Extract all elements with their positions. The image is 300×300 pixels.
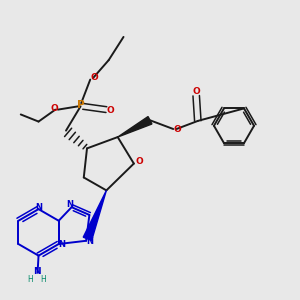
Text: N: N (67, 200, 73, 209)
Text: N: N (35, 203, 42, 212)
Text: N: N (58, 239, 65, 248)
Text: H: H (27, 275, 33, 284)
Text: N: N (86, 237, 93, 246)
Text: O: O (136, 158, 143, 166)
Text: O: O (107, 106, 115, 115)
Text: O: O (173, 125, 181, 134)
Text: O: O (90, 74, 98, 82)
Text: N: N (33, 267, 41, 276)
Polygon shape (118, 117, 152, 137)
Text: O: O (50, 104, 58, 113)
Text: O: O (193, 87, 201, 96)
Text: P: P (77, 100, 85, 110)
Polygon shape (83, 190, 106, 241)
Text: H: H (40, 275, 46, 284)
